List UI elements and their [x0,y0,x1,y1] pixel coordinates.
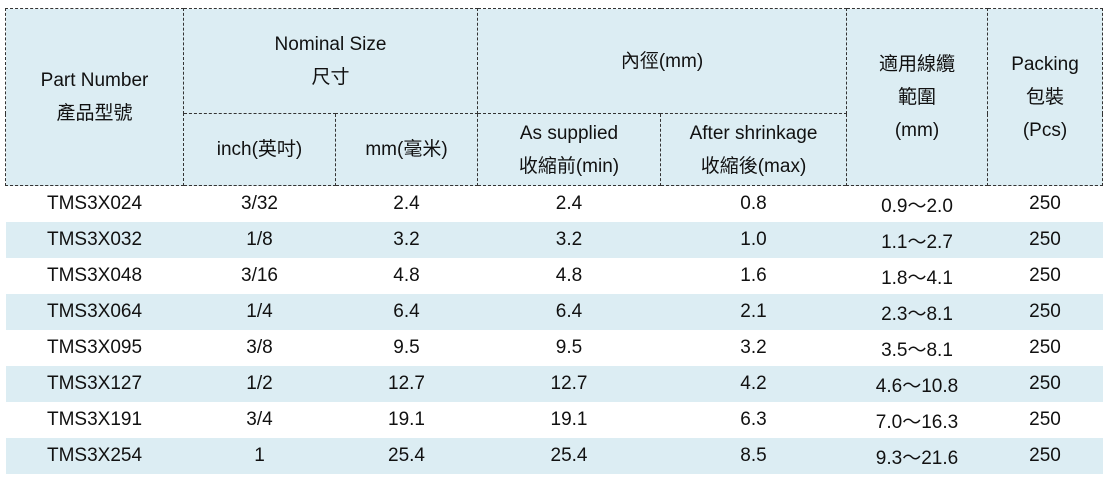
header-text: inch(英吋) [216,139,303,160]
header-cell: Packing 包裝 (Pcs) [987,8,1103,186]
header-text: (mm) [894,119,940,141]
header-text: 產品型號 [56,103,133,124]
table-row: TMS3X191 3/4 19.1 19.1 6.3 7.0～16.3 250 [6,402,1103,438]
table-cell: 3.2 [335,222,478,258]
header-text: 尺寸 [311,67,350,88]
table-cell: 250 [1029,409,1061,430]
header-cell: 內徑(mm) [477,8,847,114]
table-cell: 3/32 [241,193,278,214]
table-cell: 2.4 [393,193,420,214]
table-row: TMS3X064 1/4 6.4 6.4 2.1 2.3～8.1 250 [5,294,1103,330]
header-text: 範圍 [897,86,936,108]
table-cell: 6.4 [477,294,661,330]
table-cell: TMS3X048 [46,265,143,286]
table-row: TMS3X024 3/32 2.4 2.4 0.8 0.9～2.0 250 [6,186,1103,223]
table-cell: 250 [987,438,1103,474]
table-cell: 0.9～2.0 [881,195,953,217]
table-cell: 3/4 [246,409,273,430]
header-text: 內徑(mm) [620,50,704,72]
table-cell: 2.4 [555,193,583,214]
table-cell: 2.1 [660,294,847,330]
header-cell: After shrinkage 收縮後(max) [660,113,847,186]
header-cell: mm(毫米) [335,113,478,186]
table-cell: TMS3X032 [5,222,184,258]
table-cell: 3.2 [740,337,767,358]
table-cell: 6.4 [335,294,478,330]
table-cell: 1/2 [183,366,336,402]
header-text: After shrinkage [689,122,818,144]
table-cell: 1 [183,438,336,474]
table-cell: 9.5 [393,337,420,358]
header-text: (Pcs) [1022,119,1068,141]
header-cell: As supplied 收縮前(min) [477,113,661,186]
table-cell: 7.0～16.3 [875,411,959,433]
table-cell: 1.0 [660,222,847,258]
table-cell: 1/4 [183,294,336,330]
header-text: Part Number [40,70,149,91]
table-cell: 4.8 [555,265,583,286]
table-cell: TMS3X191 [46,409,143,430]
table-cell: 25.4 [477,438,661,474]
table-cell: 6.3 [740,409,767,430]
table-cell: 19.1 [550,409,588,430]
table-cell: 250 [1029,193,1061,214]
table-cell: 250 [1029,265,1061,286]
table-header: Part Number 產品型號 Nominal Size 尺寸 內徑(mm) 適用… [5,8,1103,186]
header-text: As supplied [519,122,619,144]
table-cell: 3/16 [241,265,278,286]
table-cell: 1/8 [183,222,336,258]
table-cell: 19.1 [388,409,425,430]
table-cell: 250 [987,294,1103,330]
table-cell: 9.5 [555,337,583,358]
table-cell: TMS3X095 [46,337,143,358]
table-cell: 4.8 [393,265,420,286]
header-text: 適用線纜 [878,53,955,75]
header-text: 包裝 [1025,86,1064,108]
table-cell: 12.7 [477,366,661,402]
table-row: TMS3X048 3/16 4.8 4.8 1.6 1.8～4.1 250 [6,258,1103,294]
header-text: mm(毫米) [365,139,448,160]
table-cell: 4.2 [660,366,847,402]
spec-table: Part Number 產品型號 Nominal Size 尺寸 內徑(mm) 適用… [5,8,1103,474]
table-cell: 25.4 [335,438,478,474]
header-cell: Nominal Size 尺寸 [183,8,478,114]
table-cell: TMS3X024 [46,193,143,214]
table-cell: 250 [1029,337,1061,358]
table-cell: TMS3X064 [5,294,184,330]
table-cell: 9.3～21.6 [846,438,988,474]
table-row: TMS3X254 1 25.4 25.4 8.5 9.3～21.6 250 [5,438,1103,474]
header-text: Packing [1011,53,1079,75]
table-row: TMS3X095 3/8 9.5 9.5 3.2 3.5～8.1 250 [6,330,1103,366]
table-cell: 0.8 [740,193,767,214]
header-cell: 適用線纜範圍 (mm) [846,8,988,186]
table-row: TMS3X032 1/8 3.2 3.2 1.0 1.1～2.7 250 [5,222,1103,258]
header-cell: inch(英吋) [183,113,336,186]
table-cell: 1.1～2.7 [846,222,988,258]
header-text: Nominal Size [274,34,387,55]
table-cell: 250 [987,222,1103,258]
table-cell: 12.7 [335,366,478,402]
table-cell: 3.5～8.1 [881,339,953,361]
table-row: TMS3X127 1/2 12.7 12.7 4.2 4.6～10.8 250 [5,366,1103,402]
table-cell: TMS3X127 [5,366,184,402]
table-cell: 3.2 [477,222,661,258]
table-cell: TMS3X254 [5,438,184,474]
table-cell: 1.8～4.1 [881,267,953,289]
table-cell: 3/8 [246,337,273,358]
table-cell: 1.6 [740,265,767,286]
header-text: 收縮前(min) [518,155,620,177]
table-cell: 250 [987,366,1103,402]
table-body: TMS3X024 3/32 2.4 2.4 0.8 0.9～2.0 250 TMS3X032 1… [5,186,1103,474]
header-text: 收縮後(max) [700,155,807,177]
table-cell: 2.3～8.1 [846,294,988,330]
header-cell: Part Number 產品型號 [5,8,184,186]
table-cell: 8.5 [660,438,847,474]
table-cell: 4.6～10.8 [846,366,988,402]
